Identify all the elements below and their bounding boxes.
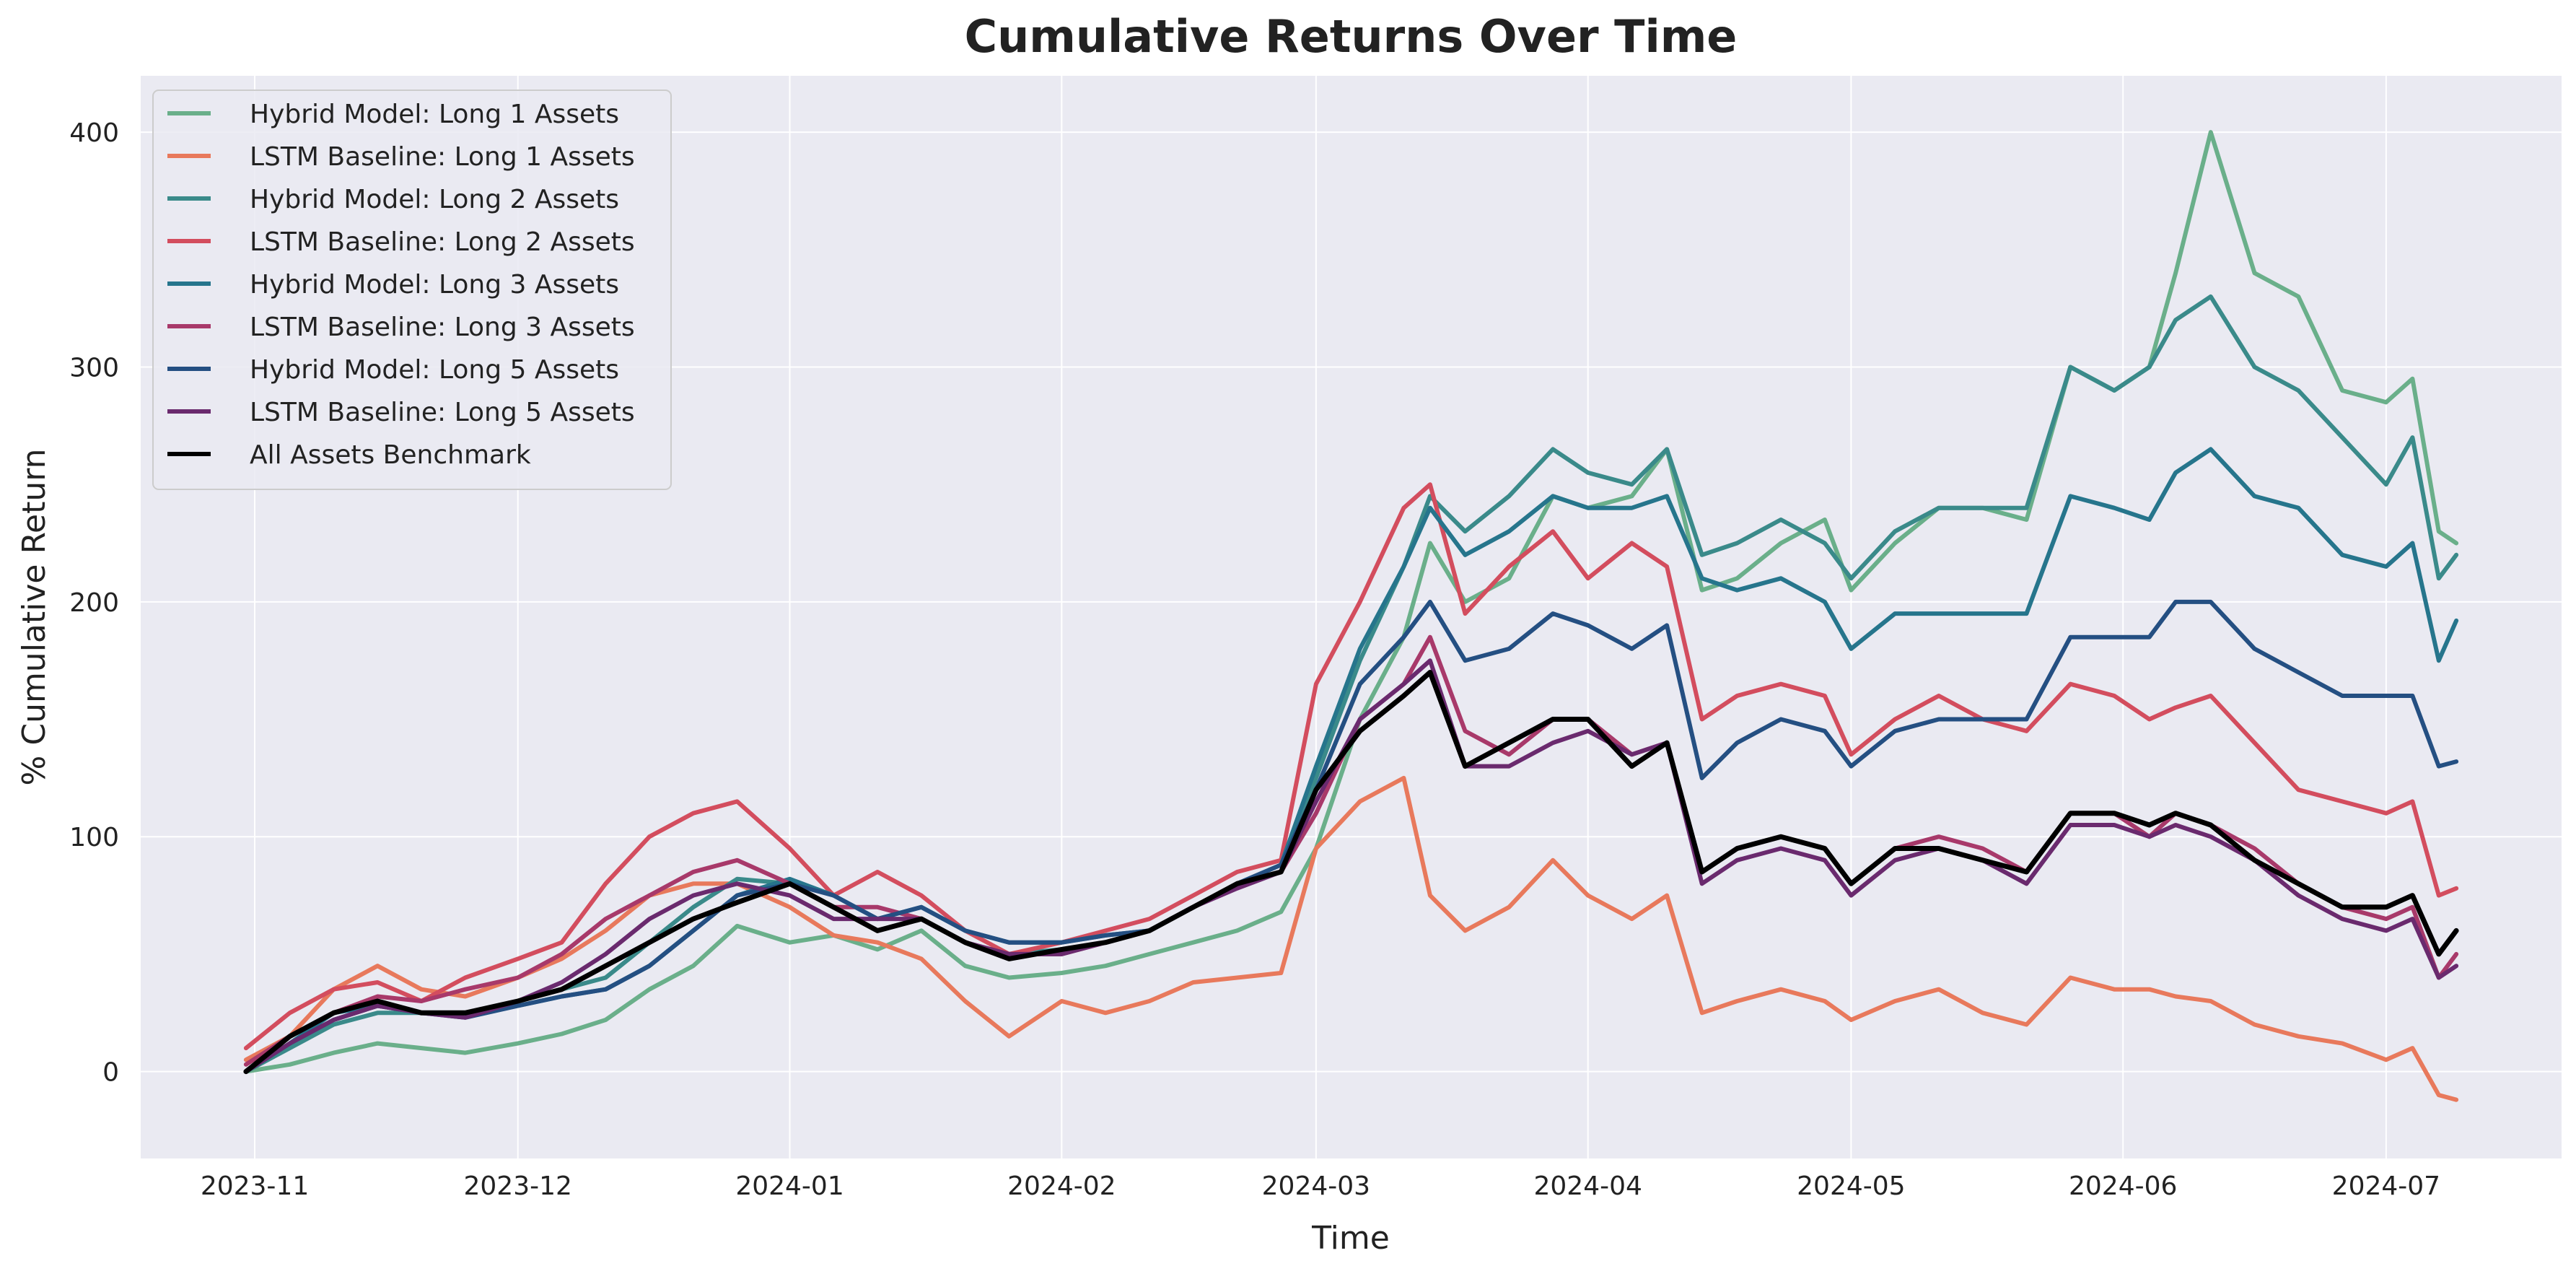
x-tick-label: 2024-01 [735, 1171, 844, 1201]
series-line [243, 670, 2459, 1075]
x-tick-label: 2023-12 [463, 1171, 571, 1201]
legend-label: Hybrid Model: Long 5 Assets [250, 355, 619, 385]
series-line [243, 658, 2459, 1074]
legend-label: LSTM Baseline: Long 1 Assets [250, 142, 635, 172]
series-line [243, 599, 2459, 1074]
series-lines [243, 130, 2459, 1102]
y-tick-label: 200 [69, 588, 119, 618]
x-tick-label: 2024-03 [1262, 1171, 1370, 1201]
legend-label: Hybrid Model: Long 2 Assets [250, 185, 619, 214]
legend-label: LSTM Baseline: Long 2 Assets [250, 227, 635, 257]
axis-ticks: 2023-11 2023-12 2024-01 2024-02 2024-03 2024-… [69, 118, 2440, 1201]
y-axis-label: % Cumulative Return [16, 449, 53, 786]
y-tick-label: 100 [69, 823, 119, 852]
x-tick-label: 2024-04 [1533, 1171, 1642, 1201]
legend-label: LSTM Baseline: Long 5 Assets [250, 398, 635, 427]
legend-label: Hybrid Model: Long 3 Assets [250, 270, 619, 300]
y-tick-label: 400 [69, 118, 119, 148]
legend-label: All Assets Benchmark [250, 440, 531, 470]
chart-title: Cumulative Returns Over Time [965, 10, 1738, 63]
x-tick-label: 2024-07 [2332, 1171, 2440, 1201]
legend-label: Hybrid Model: Long 1 Assets [250, 100, 619, 129]
y-tick-label: 300 [69, 353, 119, 383]
x-tick-label: 2023-11 [201, 1171, 309, 1201]
legend-box [152, 90, 672, 490]
x-tick-label: 2024-02 [1007, 1171, 1116, 1201]
legend: Hybrid Model: Long 1 Assets LSTM Baseline… [152, 90, 672, 490]
series-line [243, 482, 2459, 1051]
x-tick-label: 2024-05 [1797, 1171, 1905, 1201]
x-axis-label: Time [1311, 1220, 1390, 1257]
legend-label: LSTM Baseline: Long 3 Assets [250, 313, 635, 342]
x-tick-label: 2024-06 [2069, 1171, 2177, 1201]
y-tick-label: 0 [102, 1058, 119, 1088]
